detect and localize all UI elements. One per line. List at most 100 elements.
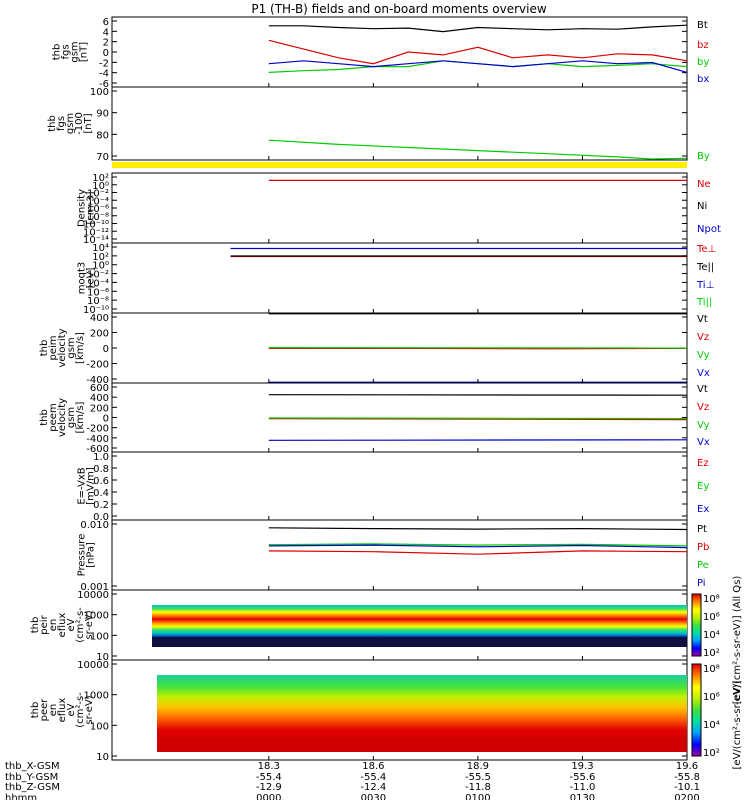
y-tick-label: 10⁻⁸ xyxy=(87,212,109,223)
legend-label: Vx xyxy=(697,368,710,379)
y-tick-label: 10⁻⁴ xyxy=(87,196,109,207)
footer-value: 18.6 xyxy=(362,761,384,772)
y-axis-label-line: gsm xyxy=(66,407,77,428)
series-line-Bt xyxy=(268,24,688,33)
y-tick-label: 10⁻⁶ xyxy=(87,204,109,215)
y-tick-label: 10⁻¹² xyxy=(83,227,109,238)
y-tick-label: -2 xyxy=(99,58,109,69)
panel-frame xyxy=(111,172,688,244)
footer-row-label: thb_Y-GSM xyxy=(5,772,58,783)
y-tick-label: 0.2 xyxy=(93,500,109,511)
y-tick-label: 100 xyxy=(90,631,109,642)
footer-value: 19.6 xyxy=(676,761,698,772)
legend-label: Vz xyxy=(697,402,709,413)
panel-peim_velocity: 4002000-200-400thbpeimvelocitygsm[km/s]V… xyxy=(39,312,710,386)
legend-label: Pi xyxy=(697,578,706,589)
footer-value: 0030 xyxy=(361,793,386,800)
legend-label: Vt xyxy=(697,384,708,395)
y-tick-label: 400 xyxy=(90,313,109,324)
series-line-Pt xyxy=(268,527,688,531)
y-axis-label-line: Pressure xyxy=(77,534,88,577)
y-tick-label: 10⁰ xyxy=(92,181,109,192)
colorbar-tick-label: 10² xyxy=(703,648,720,659)
footer-value: -55.6 xyxy=(570,772,596,783)
y-axis-label: Density[cm-3] xyxy=(77,189,97,227)
footer-value: 0100 xyxy=(465,793,490,800)
legend-label: Vt xyxy=(697,314,708,325)
series-line-bx xyxy=(268,60,688,73)
y-tick-label: 70 xyxy=(96,152,109,163)
y-tick-label: 10000 xyxy=(77,590,109,601)
y-axis-label-line: eV xyxy=(66,618,77,631)
legend-label: Vy xyxy=(697,350,710,361)
y-tick-label: -400 xyxy=(86,434,109,445)
y-axis-label-line: thb xyxy=(30,702,41,719)
footer-value: 18.9 xyxy=(467,761,489,772)
legend-label: Ti⊥ xyxy=(696,280,714,291)
y-tick-label: 4 xyxy=(103,27,109,38)
y-axis-label-line: [mV/m] xyxy=(86,467,97,505)
y-tick-label: 10⁻⁴ xyxy=(87,278,109,289)
y-tick-label: 400 xyxy=(90,393,109,404)
y-axis-label-line: Density xyxy=(77,189,88,227)
legend-label: Vx xyxy=(697,437,710,448)
colorbar xyxy=(691,663,702,757)
series-line-Vy xyxy=(268,417,688,420)
panel-frame xyxy=(111,382,688,453)
footer-value: -12.4 xyxy=(360,782,386,793)
y-tick-label: 100 xyxy=(90,87,109,98)
legend-label: Vy xyxy=(697,420,710,431)
footer-row-label: hhmm xyxy=(5,793,37,800)
legend-label: Te⊥ xyxy=(696,244,716,255)
y-tick-label: 200 xyxy=(90,403,109,414)
y-tick-label: 80 xyxy=(96,130,109,141)
y-tick-label: 10⁻¹⁰ xyxy=(83,305,109,316)
y-axis-label-line: eflux xyxy=(57,698,68,723)
y-axis-label-line: [eV] xyxy=(86,268,97,289)
y-axis-label-line: gsm xyxy=(70,41,81,62)
y-tick-label: 10⁻² xyxy=(87,270,109,281)
series-line-Pe xyxy=(268,543,688,547)
y-axis-label-line: fgs xyxy=(56,116,67,131)
y-axis-label-line: eflux xyxy=(57,613,68,638)
y-axis-label-line: [nPa] xyxy=(86,542,97,568)
y-tick-label: 200 xyxy=(90,329,109,340)
y-tick-label: 10⁻² xyxy=(87,189,109,200)
y-axis-label-line: [nT] xyxy=(79,42,90,62)
series-line-Vx xyxy=(268,439,688,441)
y-axis-label-line: sr-eV) xyxy=(84,695,95,724)
series-line-bz xyxy=(268,39,688,65)
panels-group: 6420-2-4-6thbfgsgsm[nT]Btbzbybx100908070… xyxy=(30,16,743,769)
y-axis-label-line: E=-VxB xyxy=(77,467,88,504)
y-tick-label: -6 xyxy=(99,79,109,90)
legend-label: Ez xyxy=(697,458,709,469)
series-line-Vz xyxy=(268,418,688,421)
legend-label: bx xyxy=(697,74,709,85)
y-tick-label: 10⁻¹⁴ xyxy=(83,235,109,246)
colorbar-tick-label: 10⁸ xyxy=(703,664,720,675)
y-tick-label: 100 xyxy=(90,721,109,732)
series-line-Pi xyxy=(268,544,688,549)
y-tick-label: 0.001 xyxy=(80,582,109,593)
y-tick-label: 10² xyxy=(92,252,109,263)
legend-label: Pt xyxy=(697,524,707,535)
panel-peir_spec: 10000100010010thbpeirenefluxeV(cm²-s-sr-… xyxy=(30,576,743,705)
legend-label: bz xyxy=(697,40,709,51)
y-tick-label: -4 xyxy=(99,69,109,80)
y-axis-label: moqt3[eV] xyxy=(77,262,97,295)
colorbar-tick-label: 10⁸ xyxy=(703,594,720,605)
colorbar-tick-label: 10⁴ xyxy=(703,630,720,641)
panel-frame xyxy=(111,16,688,88)
footer-value: -11.8 xyxy=(465,782,491,793)
y-axis-label-line: thb xyxy=(39,409,50,426)
y-tick-label: 0 xyxy=(103,344,109,355)
panel-frame xyxy=(111,451,688,521)
footer-value: 0200 xyxy=(674,793,699,800)
panel-frame xyxy=(111,86,688,161)
